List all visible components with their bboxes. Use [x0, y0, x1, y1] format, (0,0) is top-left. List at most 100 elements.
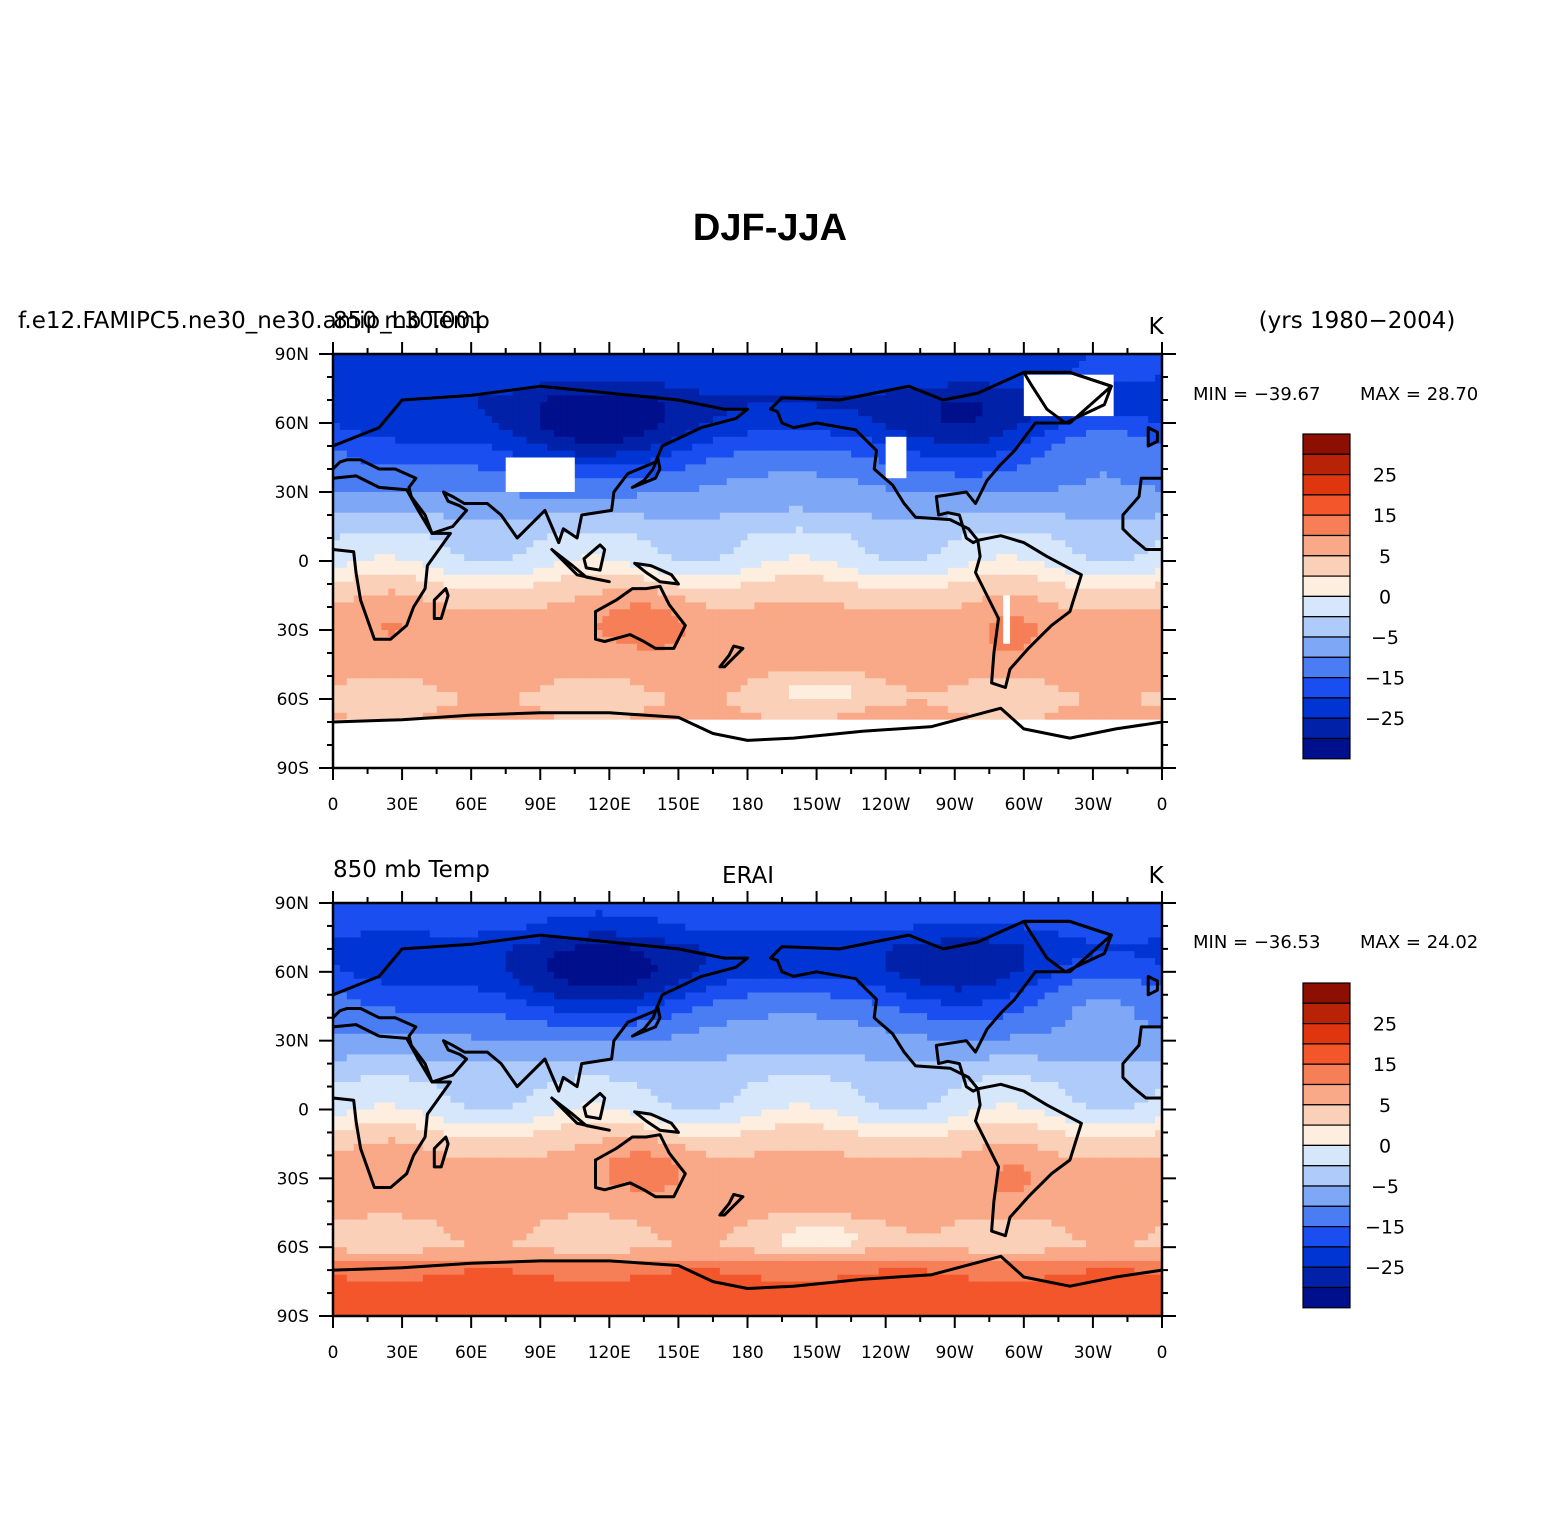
field-cell	[768, 595, 776, 603]
field-cell	[989, 443, 997, 452]
field-cell	[353, 567, 362, 576]
field-cell	[927, 554, 935, 562]
field-cell	[457, 574, 465, 583]
field-cell	[892, 354, 901, 362]
field-cell	[664, 485, 673, 493]
field-cell	[1051, 574, 1059, 583]
field-cell	[657, 409, 666, 417]
field-cell	[374, 485, 382, 493]
field-cell	[519, 478, 528, 486]
field-cell	[388, 450, 396, 459]
field-cell	[498, 381, 507, 390]
field-cell	[989, 409, 997, 417]
field-cell	[1113, 367, 1122, 376]
field-cell	[408, 623, 417, 631]
field-cell	[775, 388, 783, 396]
field-cell	[920, 616, 928, 624]
field-cell	[374, 602, 382, 610]
field-cell	[1010, 588, 1018, 597]
field-cell	[333, 512, 341, 521]
field-cell	[1044, 561, 1053, 569]
field-cell	[768, 567, 776, 576]
field-cell	[1086, 623, 1094, 631]
field-cell	[947, 630, 956, 638]
field-cell	[388, 519, 396, 528]
field-cell	[623, 540, 631, 548]
field-cell	[498, 360, 507, 369]
field-cell	[588, 360, 597, 369]
field-cell	[505, 512, 514, 521]
field-cell	[443, 519, 452, 528]
field-cell	[954, 602, 963, 610]
field-cell	[1051, 492, 1059, 500]
field-cell	[851, 450, 859, 459]
field-cell	[1051, 595, 1059, 603]
field-cell	[795, 416, 804, 424]
field-cell	[968, 485, 977, 493]
field-cell	[858, 616, 866, 624]
field-cell	[761, 423, 769, 431]
field-cell	[374, 457, 382, 465]
field-cell	[388, 395, 396, 403]
field-cell	[1016, 354, 1025, 362]
field-cell	[422, 485, 431, 493]
field-cell	[664, 526, 673, 534]
field-cell	[968, 547, 977, 555]
field-cell	[498, 395, 507, 403]
field-cell	[422, 423, 431, 431]
field-cell	[809, 498, 818, 507]
field-cell	[788, 478, 797, 486]
field-cell	[1058, 485, 1066, 493]
field-cell	[519, 547, 528, 555]
field-cell	[650, 443, 659, 452]
field-cell	[989, 436, 997, 445]
field-cell	[954, 374, 963, 383]
field-cell	[775, 492, 783, 500]
field-cell	[706, 616, 714, 624]
field-cell	[712, 436, 721, 445]
field-cell	[554, 360, 562, 369]
field-cell	[899, 471, 907, 479]
field-cell	[367, 616, 376, 624]
field-cell	[830, 574, 838, 583]
field-cell	[657, 478, 666, 486]
field-cell	[989, 567, 997, 576]
field-cell	[333, 505, 341, 514]
field-cell	[650, 360, 659, 369]
field-cell	[616, 485, 624, 493]
field-cell	[1051, 602, 1059, 610]
field-cell	[395, 519, 403, 528]
field-cell	[1030, 602, 1039, 610]
field-cell	[1058, 616, 1066, 624]
field-cell	[685, 636, 693, 645]
field-cell	[719, 540, 728, 548]
field-cell	[540, 478, 548, 486]
field-cell	[885, 588, 894, 597]
field-cell	[719, 498, 728, 507]
field-cell	[837, 519, 845, 528]
field-cell	[1148, 402, 1156, 410]
field-cell	[1010, 429, 1018, 438]
field-cell	[671, 595, 680, 603]
field-cell	[374, 492, 382, 500]
field-cell	[395, 416, 403, 424]
field-cell	[733, 567, 742, 576]
field-cell	[519, 540, 528, 548]
field-cell	[761, 457, 769, 465]
field-cell	[913, 450, 921, 459]
field-cell	[381, 395, 389, 403]
field-cell	[885, 388, 894, 396]
field-cell	[1086, 436, 1094, 445]
field-cell	[678, 367, 686, 376]
field-cell	[768, 498, 776, 507]
field-cell	[1003, 395, 1011, 403]
field-cell	[712, 609, 721, 617]
field-cell	[1072, 409, 1080, 417]
field-cell	[346, 512, 355, 521]
field-cell	[588, 402, 597, 410]
field-cell	[402, 609, 410, 617]
field-cell	[1023, 485, 1032, 493]
field-cell	[484, 492, 493, 500]
field-cell	[381, 367, 389, 376]
field-cell	[547, 609, 555, 617]
